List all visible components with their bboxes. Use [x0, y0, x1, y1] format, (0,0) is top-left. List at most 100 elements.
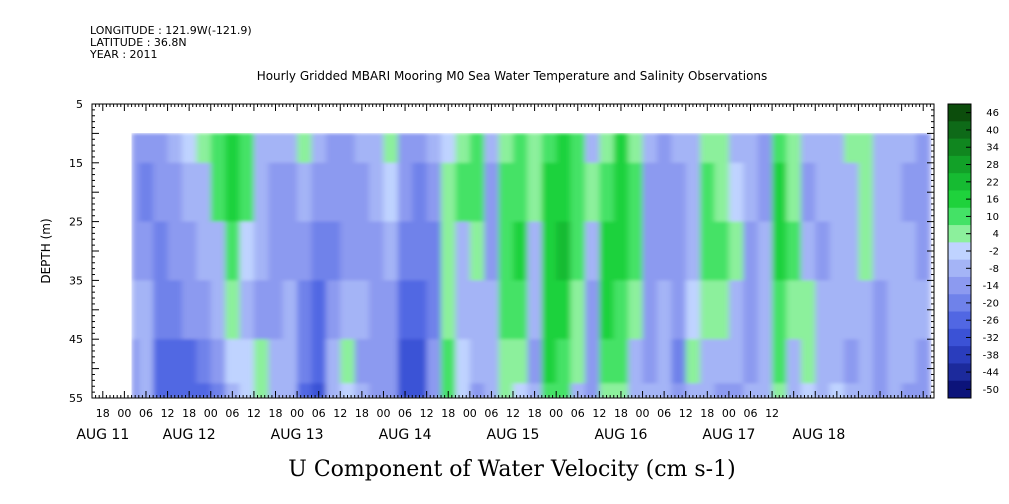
- heatmap-cell: [167, 162, 183, 223]
- heatmap-cell: [728, 280, 744, 340]
- heatmap-cell: [829, 280, 845, 340]
- heatmap-cell: [844, 162, 860, 223]
- heatmap-cell: [800, 339, 816, 384]
- colorbar-swatch: [948, 276, 971, 295]
- heatmap-cell: [297, 280, 313, 340]
- heatmap-cell: [239, 280, 255, 340]
- x-tick-label: 18: [614, 407, 628, 420]
- x-tick-label: 18: [355, 407, 369, 420]
- heatmap-cell: [138, 221, 154, 281]
- heatmap-cell: [383, 133, 399, 164]
- heatmap-cell: [700, 339, 716, 384]
- heatmap-cell: [872, 280, 888, 340]
- heatmap-cell: [325, 339, 341, 384]
- heatmap-cell: [426, 280, 442, 340]
- y-tick-label: 35: [69, 274, 83, 287]
- heatmap-cell: [527, 339, 543, 384]
- heatmap-cell: [628, 221, 644, 281]
- heatmap-cell: [556, 221, 572, 281]
- heatmap-cell: [340, 383, 356, 398]
- colorbar-swatch: [948, 259, 971, 278]
- heatmap-cell: [138, 133, 154, 164]
- heatmap-cell: [599, 133, 615, 164]
- heatmap-cell: [253, 221, 269, 281]
- heatmap-cell: [469, 221, 485, 281]
- heatmap-cell: [757, 162, 773, 223]
- x-tick-label: 06: [312, 407, 326, 420]
- heatmap-cell: [369, 339, 385, 384]
- heatmap-cell: [354, 280, 370, 340]
- heatmap-cell: [225, 133, 241, 164]
- heatmap-cell: [167, 383, 183, 398]
- heatmap-cell: [354, 339, 370, 384]
- heatmap-cell: [311, 162, 327, 223]
- heatmap-cell: [800, 162, 816, 223]
- x-date-label: AUG 13: [271, 427, 324, 443]
- heatmap-cell: [656, 221, 672, 281]
- heatmap-cell: [901, 221, 917, 281]
- heatmap-cell: [584, 339, 600, 384]
- x-tick-label: 06: [139, 407, 153, 420]
- colorbar-label: 10: [986, 212, 999, 223]
- heatmap-cell: [671, 221, 687, 281]
- heatmap-cell: [556, 280, 572, 340]
- heatmap-cell: [556, 162, 572, 223]
- x-date-label: AUG 11: [76, 427, 129, 443]
- heatmap-cell: [469, 383, 485, 398]
- heatmap-cell: [872, 339, 888, 384]
- heatmap-cell: [671, 339, 687, 384]
- heatmap-cell: [268, 339, 284, 384]
- heatmap-cell: [642, 280, 658, 340]
- heatmap-cell: [714, 162, 730, 223]
- heatmap-cell: [901, 133, 917, 164]
- heatmap-cell: [196, 280, 212, 340]
- year-label: YEAR : 2011: [90, 48, 158, 61]
- heatmap-cell: [253, 383, 269, 398]
- heatmap-cell: [815, 280, 831, 340]
- heatmap-cell: [369, 162, 385, 223]
- colorbar-label: -2: [989, 247, 999, 258]
- heatmap-cell: [268, 162, 284, 223]
- heatmap-cell: [498, 221, 514, 281]
- x-tick-label: 00: [290, 407, 304, 420]
- heatmap-cell: [131, 221, 140, 281]
- heatmap-cell: [282, 383, 298, 398]
- heatmap-cell: [613, 339, 629, 384]
- heatmap-cell: [383, 339, 399, 384]
- heatmap-cell: [916, 133, 932, 164]
- heatmap-cell: [570, 221, 586, 281]
- heatmap-cell: [325, 280, 341, 340]
- heatmap-cell: [844, 339, 860, 384]
- colorbar-label: 22: [986, 177, 999, 188]
- heatmap-cell: [498, 280, 514, 340]
- colorbar-swatch: [948, 380, 971, 399]
- heatmap-cell: [815, 221, 831, 281]
- heatmap-cell: [656, 162, 672, 223]
- heatmap-cell: [671, 383, 687, 398]
- heatmap-cell: [268, 383, 284, 398]
- heatmap-cell: [570, 339, 586, 384]
- heatmap-cell: [599, 280, 615, 340]
- heatmap-cell: [656, 383, 672, 398]
- x-tick-label: 18: [182, 407, 196, 420]
- heatmap-cell: [153, 383, 169, 398]
- heatmap-cell: [455, 339, 471, 384]
- heatmap-cell: [584, 162, 600, 223]
- heatmap-cell: [642, 339, 658, 384]
- heatmap-cell: [858, 221, 874, 281]
- heatmap-cells: [131, 133, 932, 398]
- heatmap-cell: [556, 133, 572, 164]
- heatmap-cell: [728, 383, 744, 398]
- heatmap-cell: [498, 339, 514, 384]
- heatmap-cell: [196, 162, 212, 223]
- heatmap-cell: [757, 133, 773, 164]
- heatmap-cell: [800, 133, 816, 164]
- heatmap-cell: [613, 162, 629, 223]
- heatmap-cell: [210, 280, 226, 340]
- heatmap-cell: [340, 339, 356, 384]
- x-date-label: AUG 14: [379, 427, 432, 443]
- heatmap-cell: [656, 339, 672, 384]
- heatmap-cell: [455, 383, 471, 398]
- heatmap-cell: [153, 133, 169, 164]
- heatmap-cell: [599, 221, 615, 281]
